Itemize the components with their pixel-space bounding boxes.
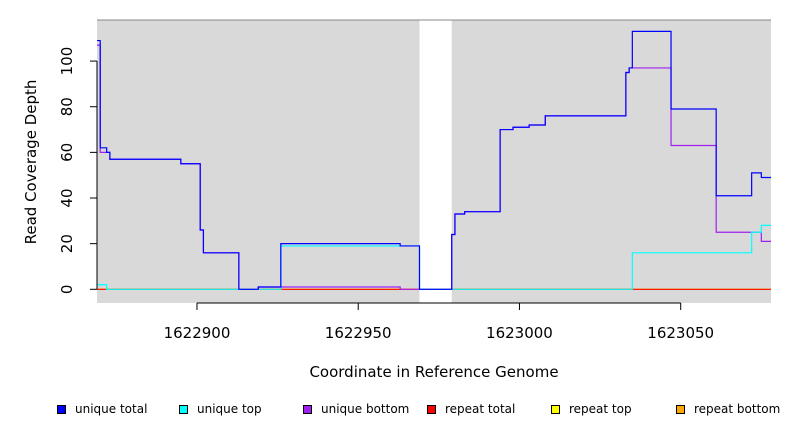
legend-label: repeat total <box>445 402 516 416</box>
legend-swatch <box>676 404 685 414</box>
legend-swatch <box>303 404 312 414</box>
legend-swatch <box>179 404 188 414</box>
legend-item: unique bottom <box>303 399 409 419</box>
legend-label: unique bottom <box>321 402 410 416</box>
legend-label: repeat bottom <box>694 402 781 416</box>
coverage-gap <box>419 20 452 303</box>
y-tick-label: 80 <box>58 97 76 116</box>
y-tick-label: 40 <box>58 188 76 207</box>
y-tick-label: 100 <box>58 47 76 76</box>
x-tick-label: 1623050 <box>647 324 714 342</box>
y-tick-label: 60 <box>58 143 76 162</box>
legend-item: unique top <box>179 399 262 419</box>
x-axis: 1622900 1622950 1623000 1623050 <box>164 302 714 342</box>
y-tick-label: 0 <box>58 285 76 295</box>
legend-item: repeat bottom <box>676 399 780 419</box>
y-tick-label: 20 <box>58 234 76 253</box>
x-tick-label: 1622900 <box>164 324 231 342</box>
legend-swatch <box>551 404 560 414</box>
series-line-unique-total <box>97 30 771 290</box>
x-axis-title: Coordinate in Reference Genome <box>309 363 558 381</box>
x-tick-label: 1623000 <box>486 324 553 342</box>
legend-item: repeat total <box>427 399 515 419</box>
legend-label: unique total <box>75 402 148 416</box>
y-axis: 0 20 40 60 80 100 <box>58 47 98 295</box>
legend-label: unique top <box>197 402 262 416</box>
legend: unique total unique top unique bottom repea… <box>0 399 792 419</box>
legend-label: repeat top <box>569 402 632 416</box>
legend-swatch <box>427 404 436 414</box>
x-tick-label: 1622950 <box>325 324 392 342</box>
y-axis-title: Read Coverage Depth <box>22 80 40 245</box>
legend-item: unique total <box>57 399 147 419</box>
legend-swatch <box>57 404 66 414</box>
series-layer <box>97 30 771 290</box>
legend-item: repeat top <box>551 399 632 419</box>
